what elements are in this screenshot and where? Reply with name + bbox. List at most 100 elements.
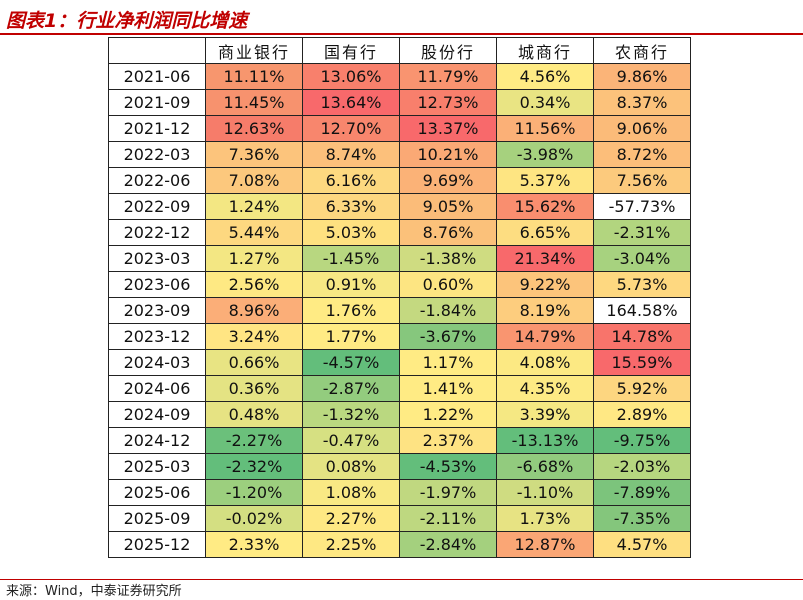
value-cell: 21.34% [496, 245, 594, 272]
row-label: 2022-03 [108, 141, 206, 168]
value-cell: -0.47% [302, 427, 400, 454]
value-cell: 7.56% [593, 167, 691, 194]
value-cell: 4.57% [593, 531, 691, 558]
value-cell: -13.13% [496, 427, 594, 454]
value-cell: 8.96% [205, 297, 303, 324]
value-cell: 7.08% [205, 167, 303, 194]
value-cell: 12.70% [302, 115, 400, 142]
value-cell: 2.25% [302, 531, 400, 558]
row-label: 2024-09 [108, 401, 206, 428]
value-cell: -57.73% [593, 193, 691, 220]
title-rule [0, 33, 803, 35]
row: 2022-12 5.44% 5.03% 8.76% 6.65% -2.31% [108, 219, 691, 246]
value-cell: -1.32% [302, 401, 400, 428]
value-cell: -2.32% [205, 453, 303, 480]
row: 2021-09 11.45% 13.64% 12.73% 0.34% 8.37% [108, 89, 691, 116]
value-cell: 5.03% [302, 219, 400, 246]
source: 来源：Wind，中泰证券研究所 [6, 584, 182, 599]
row: 2024-09 0.48% -1.32% 1.22% 3.39% 2.89% [108, 401, 691, 428]
value-cell: 1.77% [302, 323, 400, 350]
value-cell: -3.67% [399, 323, 497, 350]
table: 商业银行 国有行 股份行 城商行 农商行 2021-06 11.11% 13.06% 11.79… [108, 37, 691, 558]
footer-rule [0, 579, 803, 580]
value-cell: 5.37% [496, 167, 594, 194]
value-cell: 5.44% [205, 219, 303, 246]
value-cell: 13.37% [399, 115, 497, 142]
value-cell: 4.56% [496, 63, 594, 90]
value-cell: 1.17% [399, 349, 497, 376]
value-cell: -0.02% [205, 505, 303, 532]
value-cell: 0.34% [496, 89, 594, 116]
value-cell: 8.37% [593, 89, 691, 116]
value-cell: 8.19% [496, 297, 594, 324]
value-cell: 8.72% [593, 141, 691, 168]
value-cell: 13.64% [302, 89, 400, 116]
row-label: 2022-09 [108, 193, 206, 220]
value-cell: 0.08% [302, 453, 400, 480]
value-cell: 11.11% [205, 63, 303, 90]
row: 2025-12 2.33% 2.25% -2.84% 12.87% 4.57% [108, 531, 691, 558]
value-cell: 8.74% [302, 141, 400, 168]
row-label: 2023-03 [108, 245, 206, 272]
value-cell: 0.66% [205, 349, 303, 376]
value-cell: 0.36% [205, 375, 303, 402]
value-cell: 0.91% [302, 271, 400, 298]
value-cell: -1.97% [399, 479, 497, 506]
value-cell: 8.76% [399, 219, 497, 246]
title: 图表1：行业净利润同比增速 [6, 10, 248, 32]
value-cell: -1.10% [496, 479, 594, 506]
value-cell: -9.75% [593, 427, 691, 454]
column-header: 商业银行 [205, 37, 303, 64]
column-header: 农商行 [593, 37, 691, 64]
value-cell: 0.60% [399, 271, 497, 298]
row-label: 2023-09 [108, 297, 206, 324]
row: 2025-03 -2.32% 0.08% -4.53% -6.68% -2.03% [108, 453, 691, 480]
value-cell: 1.27% [205, 245, 303, 272]
value-cell: -1.20% [205, 479, 303, 506]
row: 2024-06 0.36% -2.87% 1.41% 4.35% 5.92% [108, 375, 691, 402]
value-cell: -7.89% [593, 479, 691, 506]
row: 2023-06 2.56% 0.91% 0.60% 9.22% 5.73% [108, 271, 691, 298]
value-cell: 1.73% [496, 505, 594, 532]
value-cell: 6.33% [302, 193, 400, 220]
row-label: 2021-09 [108, 89, 206, 116]
row: 2024-12 -2.27% -0.47% 2.37% -13.13% -9.75% [108, 427, 691, 454]
row: 2023-12 3.24% 1.77% -3.67% 14.79% 14.78% [108, 323, 691, 350]
row: 2022-06 7.08% 6.16% 9.69% 5.37% 7.56% [108, 167, 691, 194]
row-label: 2025-03 [108, 453, 206, 480]
row-label: 2022-12 [108, 219, 206, 246]
value-cell: 9.22% [496, 271, 594, 298]
value-cell: 12.63% [205, 115, 303, 142]
value-cell: 13.06% [302, 63, 400, 90]
row: 2022-03 7.36% 8.74% 10.21% -3.98% 8.72% [108, 141, 691, 168]
value-cell: -2.84% [399, 531, 497, 558]
value-cell: 1.24% [205, 193, 303, 220]
row-label: 2022-06 [108, 167, 206, 194]
value-cell: 15.59% [593, 349, 691, 376]
value-cell: 12.87% [496, 531, 594, 558]
column-header: 国有行 [302, 37, 400, 64]
value-cell: 9.86% [593, 63, 691, 90]
value-cell: -2.31% [593, 219, 691, 246]
row-label: 2025-06 [108, 479, 206, 506]
row-label: 2023-06 [108, 271, 206, 298]
table-body: 2021-06 11.11% 13.06% 11.79% 4.56% 9.86% 2021-… [108, 63, 691, 558]
row-label: 2025-12 [108, 531, 206, 558]
value-cell: 12.73% [399, 89, 497, 116]
row: 2022-09 1.24% 6.33% 9.05% 15.62% -57.73% [108, 193, 691, 220]
value-cell: -1.45% [302, 245, 400, 272]
row-label: 2024-03 [108, 349, 206, 376]
row-label: 2023-12 [108, 323, 206, 350]
value-cell: 6.16% [302, 167, 400, 194]
value-cell: 5.92% [593, 375, 691, 402]
value-cell: 2.27% [302, 505, 400, 532]
value-cell: -2.03% [593, 453, 691, 480]
value-cell: 164.58% [593, 297, 691, 324]
value-cell: 11.79% [399, 63, 497, 90]
row-label: 2025-09 [108, 505, 206, 532]
row: 2023-09 8.96% 1.76% -1.84% 8.19% 164.58% [108, 297, 691, 324]
value-cell: -4.57% [302, 349, 400, 376]
value-cell: -3.04% [593, 245, 691, 272]
row-label: 2021-06 [108, 63, 206, 90]
value-cell: 1.22% [399, 401, 497, 428]
